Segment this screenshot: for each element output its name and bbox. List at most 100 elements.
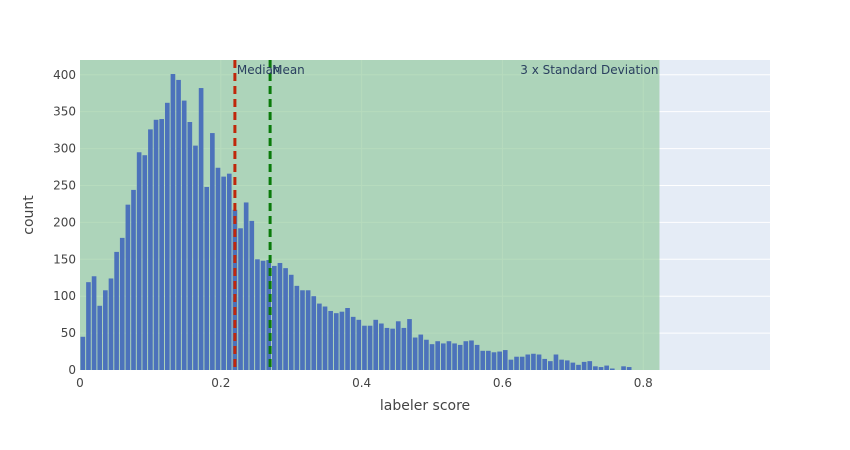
histogram-bar	[401, 327, 407, 370]
histogram-bar	[266, 260, 272, 370]
x-tick-label: 0.2	[211, 376, 230, 390]
histogram-bar	[204, 186, 210, 370]
histogram-bar	[609, 368, 615, 370]
x-tick-label: 0.4	[352, 376, 371, 390]
histogram-bar	[153, 119, 159, 371]
histogram-bar	[621, 366, 626, 370]
histogram-bar	[525, 354, 531, 370]
histogram-bar	[553, 354, 559, 370]
histogram-bar	[559, 359, 564, 370]
histogram-bar	[570, 362, 576, 370]
histogram-bar	[300, 290, 305, 370]
y-tick-label: 200	[53, 215, 76, 229]
histogram-bar	[581, 361, 587, 370]
histogram-bar	[103, 290, 108, 370]
median-label: Median	[237, 63, 281, 77]
histogram-bar	[114, 251, 119, 370]
histogram-bar	[255, 259, 260, 370]
histogram-bar	[519, 356, 525, 370]
histogram-bar	[198, 88, 204, 371]
x-axis-ticks: 0 0.2 0.4 0.6 0.8	[76, 376, 653, 390]
y-axis-ticks: 0 50 100 150 200 250 300 350 400	[53, 68, 76, 377]
histogram-bar	[474, 344, 480, 370]
histogram-bar	[288, 274, 294, 370]
histogram-bar	[463, 341, 469, 370]
histogram-bar	[508, 359, 514, 370]
histogram-bar	[440, 343, 446, 370]
y-axis-title: count	[21, 195, 37, 235]
histogram-bar	[626, 367, 632, 370]
histogram-bar	[514, 356, 519, 370]
histogram-bar	[435, 341, 440, 370]
histogram-bar	[598, 367, 604, 370]
x-tick-label: 0.6	[493, 376, 512, 390]
histogram-bar	[311, 296, 317, 370]
x-tick-label: 0.8	[634, 376, 653, 390]
histogram-bar	[367, 325, 373, 370]
histogram-bar	[548, 361, 553, 370]
y-tick-label: 150	[53, 252, 76, 266]
histogram-bar	[119, 237, 125, 370]
histogram-bar	[322, 306, 328, 370]
histogram-bar	[486, 350, 491, 370]
histogram-bar	[125, 204, 131, 370]
histogram-bar	[390, 328, 395, 370]
y-tick-label: 400	[53, 68, 76, 82]
histogram-bar	[97, 305, 103, 370]
histogram-bar	[379, 323, 384, 370]
histogram-bar	[593, 366, 598, 370]
histogram-bar	[131, 189, 136, 370]
histogram-bar	[170, 74, 176, 371]
histogram-bar	[564, 360, 570, 370]
histogram-bar	[446, 341, 452, 370]
x-axis-title: labeler score	[380, 398, 470, 414]
histogram-bar	[181, 100, 187, 370]
histogram-bar	[469, 340, 474, 370]
histogram-bar	[193, 145, 198, 370]
histogram-bar	[587, 361, 593, 370]
histogram-bar	[502, 350, 508, 370]
y-tick-label: 50	[61, 326, 76, 340]
histogram-bar	[356, 319, 362, 370]
histogram-bar	[272, 265, 277, 370]
histogram-bar	[159, 119, 164, 370]
histogram-bar	[531, 353, 536, 370]
histogram-bar	[542, 358, 548, 370]
histogram-bar	[294, 285, 300, 370]
histogram-bar	[243, 202, 249, 370]
histogram-bar	[418, 334, 424, 370]
histogram-bar	[108, 278, 114, 370]
histogram-bar	[210, 133, 215, 370]
histogram-bar	[604, 365, 609, 370]
mean-label: Mean	[272, 63, 305, 77]
histogram-bar	[457, 344, 463, 370]
histogram-bar	[221, 176, 226, 370]
histogram-bar	[215, 167, 221, 370]
x-tick-label: 0	[76, 376, 84, 390]
y-tick-label: 250	[53, 178, 76, 192]
histogram-bar	[480, 350, 486, 370]
histogram-bar	[576, 364, 581, 370]
y-tick-label: 350	[53, 105, 76, 119]
histogram-bar	[412, 337, 418, 370]
histogram-bar	[86, 282, 91, 370]
histogram-bar	[176, 79, 181, 370]
histogram-bar	[452, 343, 457, 370]
histogram-bar	[362, 325, 367, 370]
histogram-bar	[91, 276, 97, 370]
y-tick-label: 0	[68, 363, 76, 377]
histogram-bar	[317, 303, 322, 370]
histogram-bar	[497, 351, 502, 370]
histogram-bar	[283, 268, 288, 370]
histogram-bar	[226, 173, 232, 370]
histogram-bar	[136, 152, 142, 370]
histogram-bar	[424, 339, 429, 370]
histogram-bar	[142, 155, 148, 370]
histogram-bar	[260, 260, 266, 370]
histogram-bar	[395, 321, 401, 370]
histogram-bar	[232, 209, 238, 370]
y-tick-label: 300	[53, 142, 76, 156]
histogram-bar	[238, 228, 243, 370]
histogram-bar	[305, 290, 311, 370]
